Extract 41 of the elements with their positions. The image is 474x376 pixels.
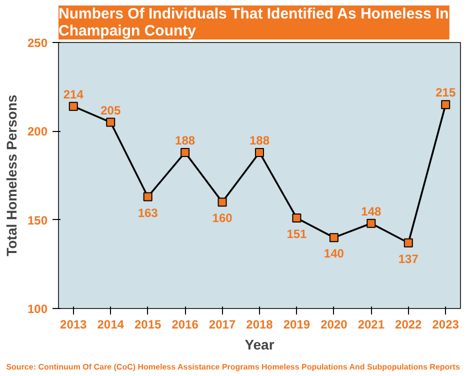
data-label: 188 xyxy=(175,133,196,148)
point xyxy=(68,102,78,111)
data-label: 140 xyxy=(324,246,344,261)
data-label: 205 xyxy=(100,103,121,118)
y-tick-label: 200 xyxy=(27,124,48,139)
data-label: 214 xyxy=(63,87,84,102)
point xyxy=(366,218,376,228)
data-label: 188 xyxy=(249,133,270,148)
data-label: 137 xyxy=(398,252,419,266)
point xyxy=(180,148,190,157)
x-tick-label: 2018 xyxy=(246,318,274,332)
point xyxy=(143,192,152,202)
source-note: Source: Continuum Of Care (CoC) Homeless Assistance Programs Homeless Populations And Subpopulations Reports xyxy=(6,362,460,372)
y-tick-label: 250 xyxy=(27,36,48,50)
y-tick-label: 150 xyxy=(27,213,48,228)
point xyxy=(329,233,338,242)
data-label: 215 xyxy=(436,86,456,100)
point xyxy=(404,238,413,248)
x-tick-label: 2019 xyxy=(283,318,310,332)
point xyxy=(441,100,450,110)
x-tick-label: 2014 xyxy=(97,318,124,332)
data-label: 163 xyxy=(138,206,158,220)
y-tick-label: 100 xyxy=(27,302,48,316)
point xyxy=(106,118,116,127)
x-tick-label: 2013 xyxy=(60,318,88,332)
x-tick-label: 2015 xyxy=(134,318,162,332)
x-tick-label: 2020 xyxy=(320,318,348,332)
point xyxy=(218,198,227,207)
x-tick-label: 2022 xyxy=(395,318,422,332)
data-label: 160 xyxy=(212,211,233,226)
point xyxy=(292,214,302,223)
y-axis-title: Total Homeless Persons xyxy=(3,94,20,256)
x-axis-title: Year xyxy=(244,336,275,352)
x-tick-label: 2017 xyxy=(208,318,236,332)
x-tick-label: 2023 xyxy=(432,318,460,332)
x-tick-label: 2016 xyxy=(172,318,199,332)
x-tick-label: 2021 xyxy=(358,318,385,332)
data-label: 148 xyxy=(361,204,382,218)
chart-title: Numbers Of Individuals That Identified As Homeless In Champaign County xyxy=(58,6,449,40)
data-label: 151 xyxy=(286,227,308,242)
point xyxy=(255,148,264,157)
